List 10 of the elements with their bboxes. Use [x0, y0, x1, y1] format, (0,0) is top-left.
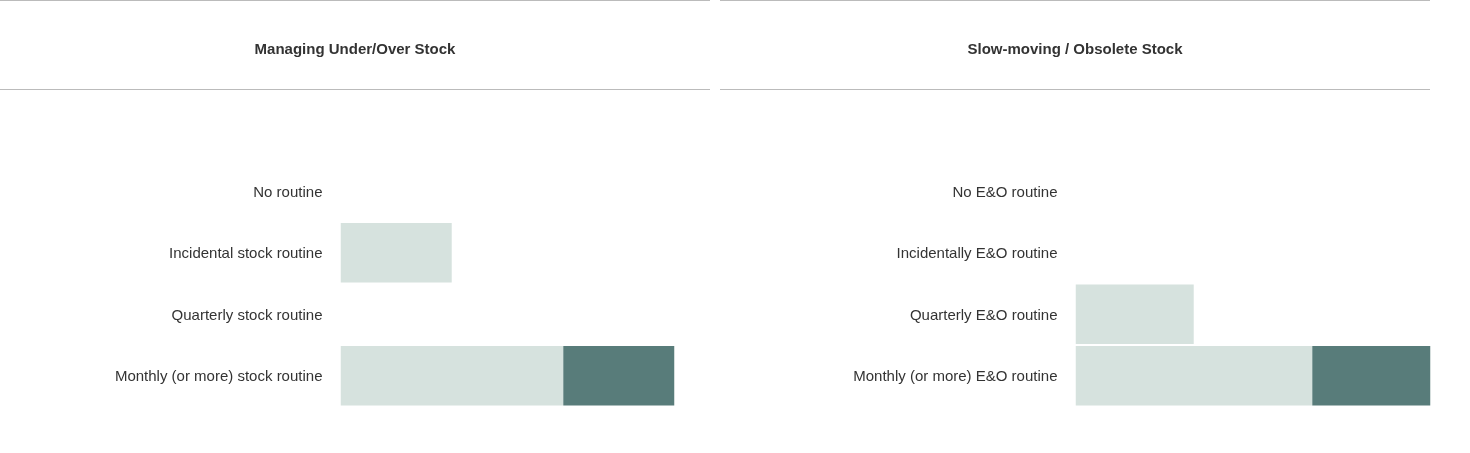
y-tick-label: Incidental stock routine	[169, 244, 323, 262]
y-tick-label: Incidentally E&O routine	[896, 244, 1058, 262]
y-tick-label: Monthly (or more) E&O routine	[853, 367, 1058, 385]
y-tick-label: No routine	[253, 182, 323, 200]
y-tick-label: Quarterly stock routine	[171, 305, 323, 323]
chart-title: Slow-moving / Obsolete Stock	[967, 39, 1183, 59]
chart-title: Managing Under/Over Stock	[254, 39, 456, 59]
y-tick-label: Quarterly E&O routine	[909, 305, 1058, 323]
y-tick-label: Monthly (or more) stock routine	[114, 367, 323, 385]
y-tick-label: No E&O routine	[952, 182, 1058, 200]
